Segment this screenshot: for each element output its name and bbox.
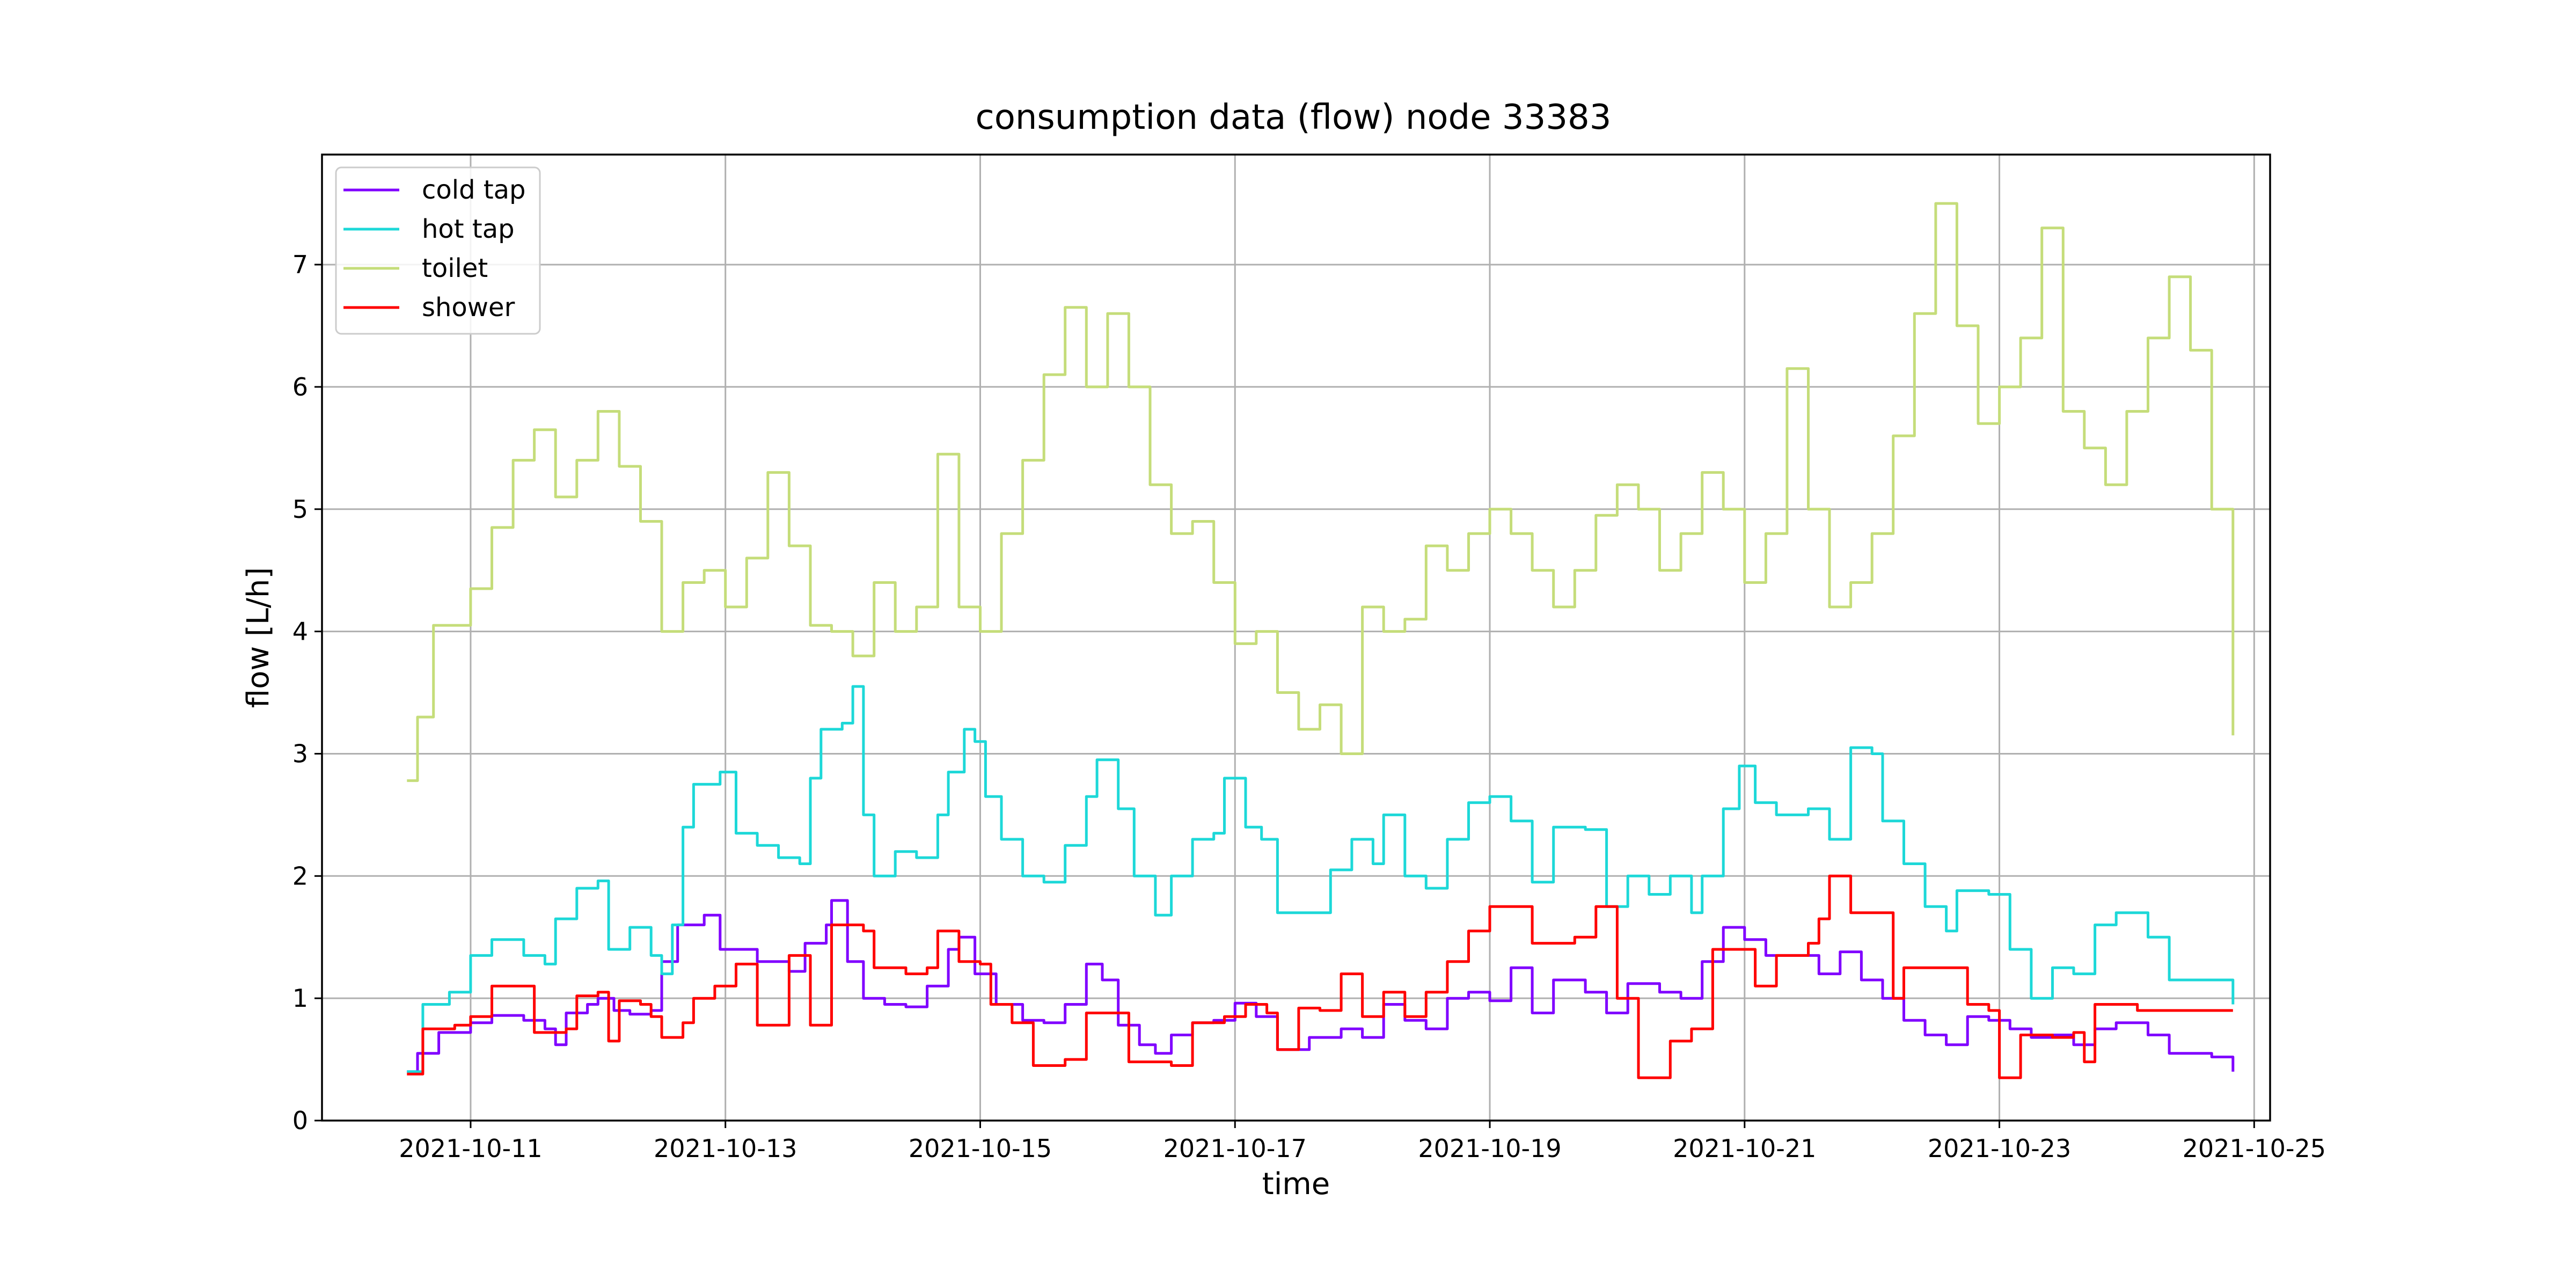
legend-label-toilet: toilet	[422, 253, 488, 283]
axes-frame	[321, 153, 2271, 1122]
legend: cold tap hot tap toilet shower	[335, 166, 541, 335]
x-tick-label: 2021-10-25	[2183, 1134, 2326, 1163]
x-tick-label: 2021-10-23	[1928, 1134, 2071, 1163]
x-tick-label: 2021-10-19	[1418, 1134, 1561, 1163]
y-axis-ticks: 0 1 2 3 4 5 6 7	[292, 250, 322, 1135]
x-tick-label: 2021-10-13	[654, 1134, 797, 1163]
series-line-cold-tap	[407, 899, 2235, 1073]
x-axis-ticks: 2021-10-11 2021-10-13 2021-10-15 2021-10-17…	[399, 1121, 2326, 1163]
y-tick-label: 5	[292, 495, 308, 524]
series-line-hot-tap	[407, 685, 2235, 1073]
series-line-shower	[407, 874, 2233, 1079]
x-tick-label: 2021-10-17	[1163, 1134, 1307, 1163]
y-tick-label: 7	[292, 250, 308, 279]
y-tick-label: 6	[292, 372, 308, 401]
y-axis-label: flow [L/h]	[241, 567, 276, 708]
legend-box	[335, 166, 541, 335]
y-tick-label: 2	[292, 861, 308, 890]
legend-label-shower: shower	[422, 292, 515, 323]
y-tick-label: 1	[292, 984, 308, 1013]
x-tick-label: 2021-10-21	[1673, 1134, 1816, 1163]
x-tick-label: 2021-10-15	[909, 1134, 1052, 1163]
chart-title: consumption data (flow) node 33383	[976, 98, 1612, 137]
x-tick-label: 2021-10-11	[399, 1134, 542, 1163]
y-tick-label: 4	[292, 617, 308, 646]
y-tick-label: 0	[292, 1106, 308, 1135]
series-line-toilet	[407, 202, 2235, 782]
x-axis-label: time	[1262, 1167, 1330, 1202]
legend-label-hot-tap: hot tap	[422, 214, 515, 244]
grid	[322, 155, 2270, 1121]
legend-label-cold-tap: cold tap	[422, 175, 526, 205]
series-lines	[407, 202, 2235, 1079]
y-tick-label: 3	[292, 739, 308, 768]
